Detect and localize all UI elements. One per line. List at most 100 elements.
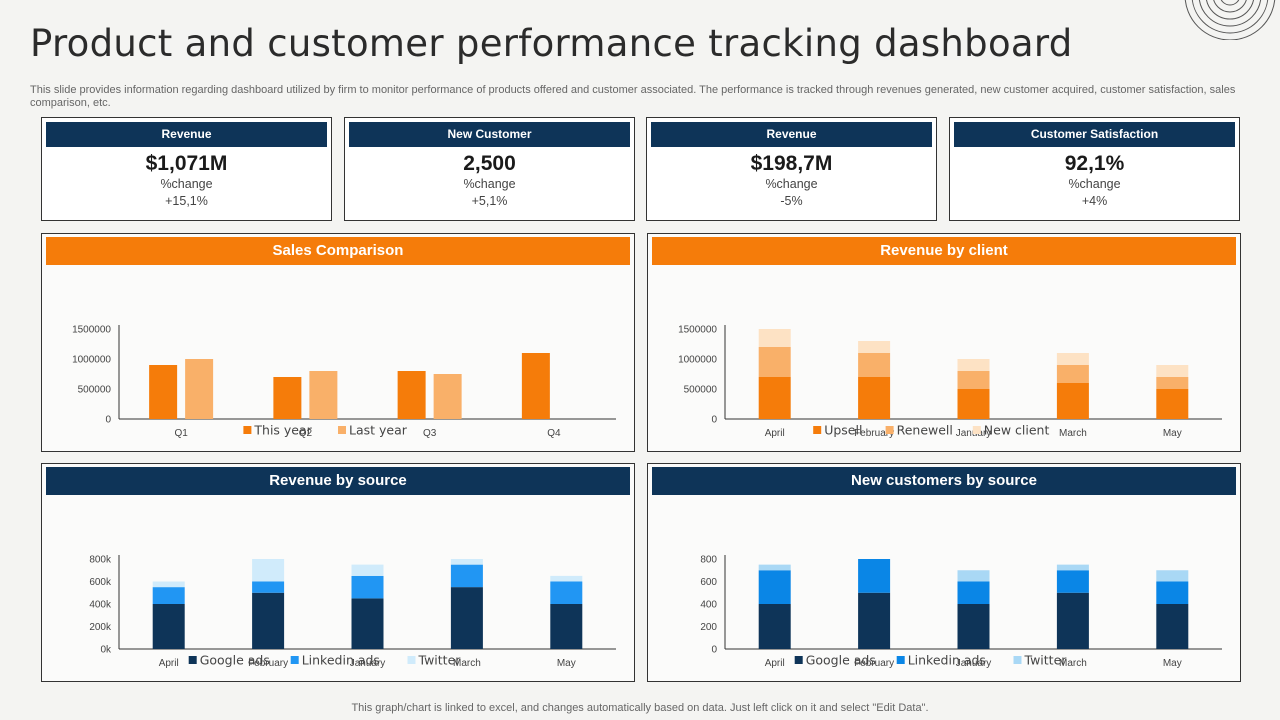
y-tick-label: 0k (100, 645, 112, 656)
x-tick-label: February (248, 658, 288, 669)
y-tick-label: 1500000 (678, 325, 717, 336)
bar-google-ads-january (957, 604, 990, 649)
kpi-card-revenue: Revenue $1,071M %change +15,1% (41, 117, 332, 221)
y-tick-label: 0 (711, 645, 717, 656)
legend-label: New client (984, 423, 1050, 438)
bar-linkedin-ads-may (550, 581, 583, 604)
footer-note: This graph/chart is linked to excel, and… (351, 702, 929, 714)
kpi-card-revenue-2: Revenue $198,7M %change -5% (646, 117, 937, 221)
bar-google-ads-march (450, 587, 483, 649)
bar-new-client-march (1056, 353, 1089, 365)
bar-google-ads-january (351, 598, 384, 649)
kpi-header: Revenue (651, 122, 932, 147)
y-tick-label: 400 (700, 600, 717, 611)
bar-this-year-q3 (397, 371, 426, 419)
bar-linkedin-ads-february (858, 559, 891, 593)
panel-title: Revenue by source (46, 467, 630, 495)
bar-google-ads-may (550, 604, 583, 649)
bar-renewell-april (758, 347, 791, 377)
x-tick-label: Q3 (423, 428, 437, 439)
legend-swatch (338, 426, 346, 434)
x-tick-label: January (956, 658, 992, 669)
y-tick-label: 1500000 (72, 325, 111, 336)
kpi-change-label: %change (463, 177, 516, 191)
y-tick-label: 200k (89, 622, 112, 633)
bar-twitter-january (351, 564, 384, 576)
panel-title: Revenue by client (652, 237, 1236, 265)
bar-linkedin-ads-january (351, 575, 384, 599)
y-tick-label: 200 (700, 622, 717, 633)
bar-upsell-april (758, 377, 791, 419)
bar-google-ads-april (758, 604, 791, 649)
bar-upsell-may (1156, 389, 1189, 419)
bar-new-client-february (858, 341, 891, 353)
sales-comparison-panel: Sales Comparison 0 500000 1000000 1500000 Q1… (41, 233, 635, 452)
legend-swatch (407, 656, 416, 664)
y-tick-label: 800 (700, 555, 717, 566)
x-tick-label: May (1163, 428, 1182, 439)
bar-twitter-may (1156, 570, 1189, 582)
bar-twitter-april (152, 581, 185, 588)
legend-swatch (896, 656, 905, 664)
revenue-by-source-chart: 0k 200k 400k 600k 800k April February January Ma… (89, 555, 616, 669)
y-tick-label: 500000 (684, 385, 718, 396)
bar-google-ads-april (152, 604, 185, 649)
bar-linkedin-ads-april (152, 587, 185, 604)
bar-linkedin-ads-march (450, 564, 483, 588)
y-tick-label: 600k (89, 577, 112, 588)
bar-last-year-q1 (185, 359, 214, 419)
legend-label: Upsell (824, 423, 862, 438)
bar-new-client-april (758, 329, 791, 347)
y-tick-label: 400k (89, 600, 112, 611)
panel-title: New customers by source (652, 467, 1236, 495)
new-customers-by-source-panel: New customers by source 0 200 400 600 800 Apr… (647, 463, 1241, 682)
bar-renewell-march (1056, 365, 1089, 383)
legend-swatch (290, 656, 299, 664)
kpi-change: -5% (780, 194, 803, 208)
bar-linkedin-ads-may (1156, 581, 1189, 604)
x-tick-label: Q4 (547, 428, 561, 439)
bar-twitter-january (957, 570, 990, 582)
legend-swatch (1013, 656, 1022, 664)
y-tick-label: 1000000 (678, 355, 717, 366)
bar-upsell-march (1056, 383, 1089, 419)
y-tick-label: 500000 (78, 385, 112, 396)
legend-swatch (813, 426, 822, 434)
bar-google-ads-february (858, 592, 891, 649)
legend-label: Renewell (897, 423, 953, 438)
bar-new-client-may (1156, 365, 1189, 377)
bar-this-year-q1 (149, 365, 178, 419)
legend-swatch (885, 426, 894, 434)
legend-swatch (794, 656, 803, 664)
kpi-card-customer-satisfaction: Customer Satisfaction 92,1% %change +4% (949, 117, 1240, 221)
kpi-change: +5,1% (471, 194, 508, 208)
legend-label: Linkedin ads (302, 653, 380, 668)
bar-linkedin-ads-february (252, 581, 285, 593)
legend-label: Google ads (806, 653, 876, 668)
bar-new-client-january (957, 359, 990, 371)
x-tick-label: March (1059, 428, 1087, 439)
x-tick-label: Q2 (299, 428, 313, 439)
x-tick-label: March (1059, 658, 1087, 669)
y-tick-label: 1000000 (72, 355, 111, 366)
revenue-by-source-panel: Revenue by source 0k 200k 400k 600k 800k Apri… (41, 463, 635, 682)
bar-twitter-march (450, 559, 483, 565)
x-tick-label: Q1 (174, 428, 188, 439)
bar-twitter-february (252, 559, 285, 582)
bar-linkedin-ads-january (957, 581, 990, 604)
legend-label: Twitter (418, 653, 462, 668)
x-tick-label: May (557, 658, 576, 669)
x-tick-label: February (854, 658, 894, 669)
decorative-circles (1180, 0, 1280, 40)
x-tick-label: January (350, 658, 386, 669)
x-tick-label: May (1163, 658, 1182, 669)
bar-linkedin-ads-april (758, 570, 791, 604)
kpi-header: Customer Satisfaction (954, 122, 1235, 147)
kpi-change-label: %change (765, 177, 818, 191)
bar-renewell-february (858, 353, 891, 377)
y-tick-label: 0 (711, 415, 717, 426)
new-customers-by-source-chart: 0 200 400 600 800 April February January March Ma… (700, 555, 1222, 669)
kpi-change-label: %change (160, 177, 213, 191)
bar-twitter-april (758, 564, 791, 571)
x-tick-label: April (765, 658, 785, 669)
